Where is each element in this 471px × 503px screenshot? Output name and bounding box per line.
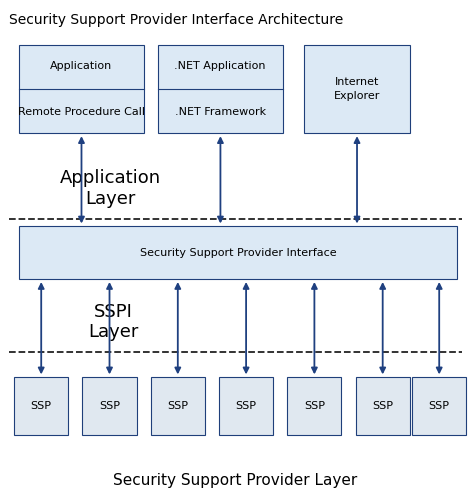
Text: SSP: SSP bbox=[372, 401, 393, 411]
FancyBboxPatch shape bbox=[14, 377, 68, 435]
Text: Internet
Explorer: Internet Explorer bbox=[333, 77, 380, 101]
Text: SSP: SSP bbox=[167, 401, 188, 411]
FancyBboxPatch shape bbox=[19, 226, 457, 279]
Text: SSP: SSP bbox=[429, 401, 450, 411]
FancyBboxPatch shape bbox=[19, 45, 144, 133]
Text: Security Support Provider Layer: Security Support Provider Layer bbox=[114, 473, 357, 488]
FancyBboxPatch shape bbox=[304, 45, 410, 133]
Text: Remote Procedure Call: Remote Procedure Call bbox=[18, 107, 145, 117]
FancyBboxPatch shape bbox=[82, 377, 137, 435]
Text: Application
Layer: Application Layer bbox=[60, 169, 161, 208]
FancyBboxPatch shape bbox=[356, 377, 410, 435]
Text: Application: Application bbox=[50, 61, 113, 71]
Text: Security Support Provider Interface Architecture: Security Support Provider Interface Arch… bbox=[9, 13, 344, 27]
Text: SSP: SSP bbox=[236, 401, 257, 411]
FancyBboxPatch shape bbox=[412, 377, 466, 435]
FancyBboxPatch shape bbox=[158, 45, 283, 133]
Text: SSPI
Layer: SSPI Layer bbox=[88, 302, 138, 342]
Text: SSP: SSP bbox=[99, 401, 120, 411]
FancyBboxPatch shape bbox=[219, 377, 273, 435]
Text: SSP: SSP bbox=[304, 401, 325, 411]
Text: .NET Framework: .NET Framework bbox=[175, 107, 266, 117]
Text: SSP: SSP bbox=[31, 401, 52, 411]
FancyBboxPatch shape bbox=[151, 377, 205, 435]
Text: Security Support Provider Interface: Security Support Provider Interface bbox=[139, 248, 336, 258]
FancyBboxPatch shape bbox=[287, 377, 341, 435]
Text: .NET Application: .NET Application bbox=[174, 61, 266, 71]
